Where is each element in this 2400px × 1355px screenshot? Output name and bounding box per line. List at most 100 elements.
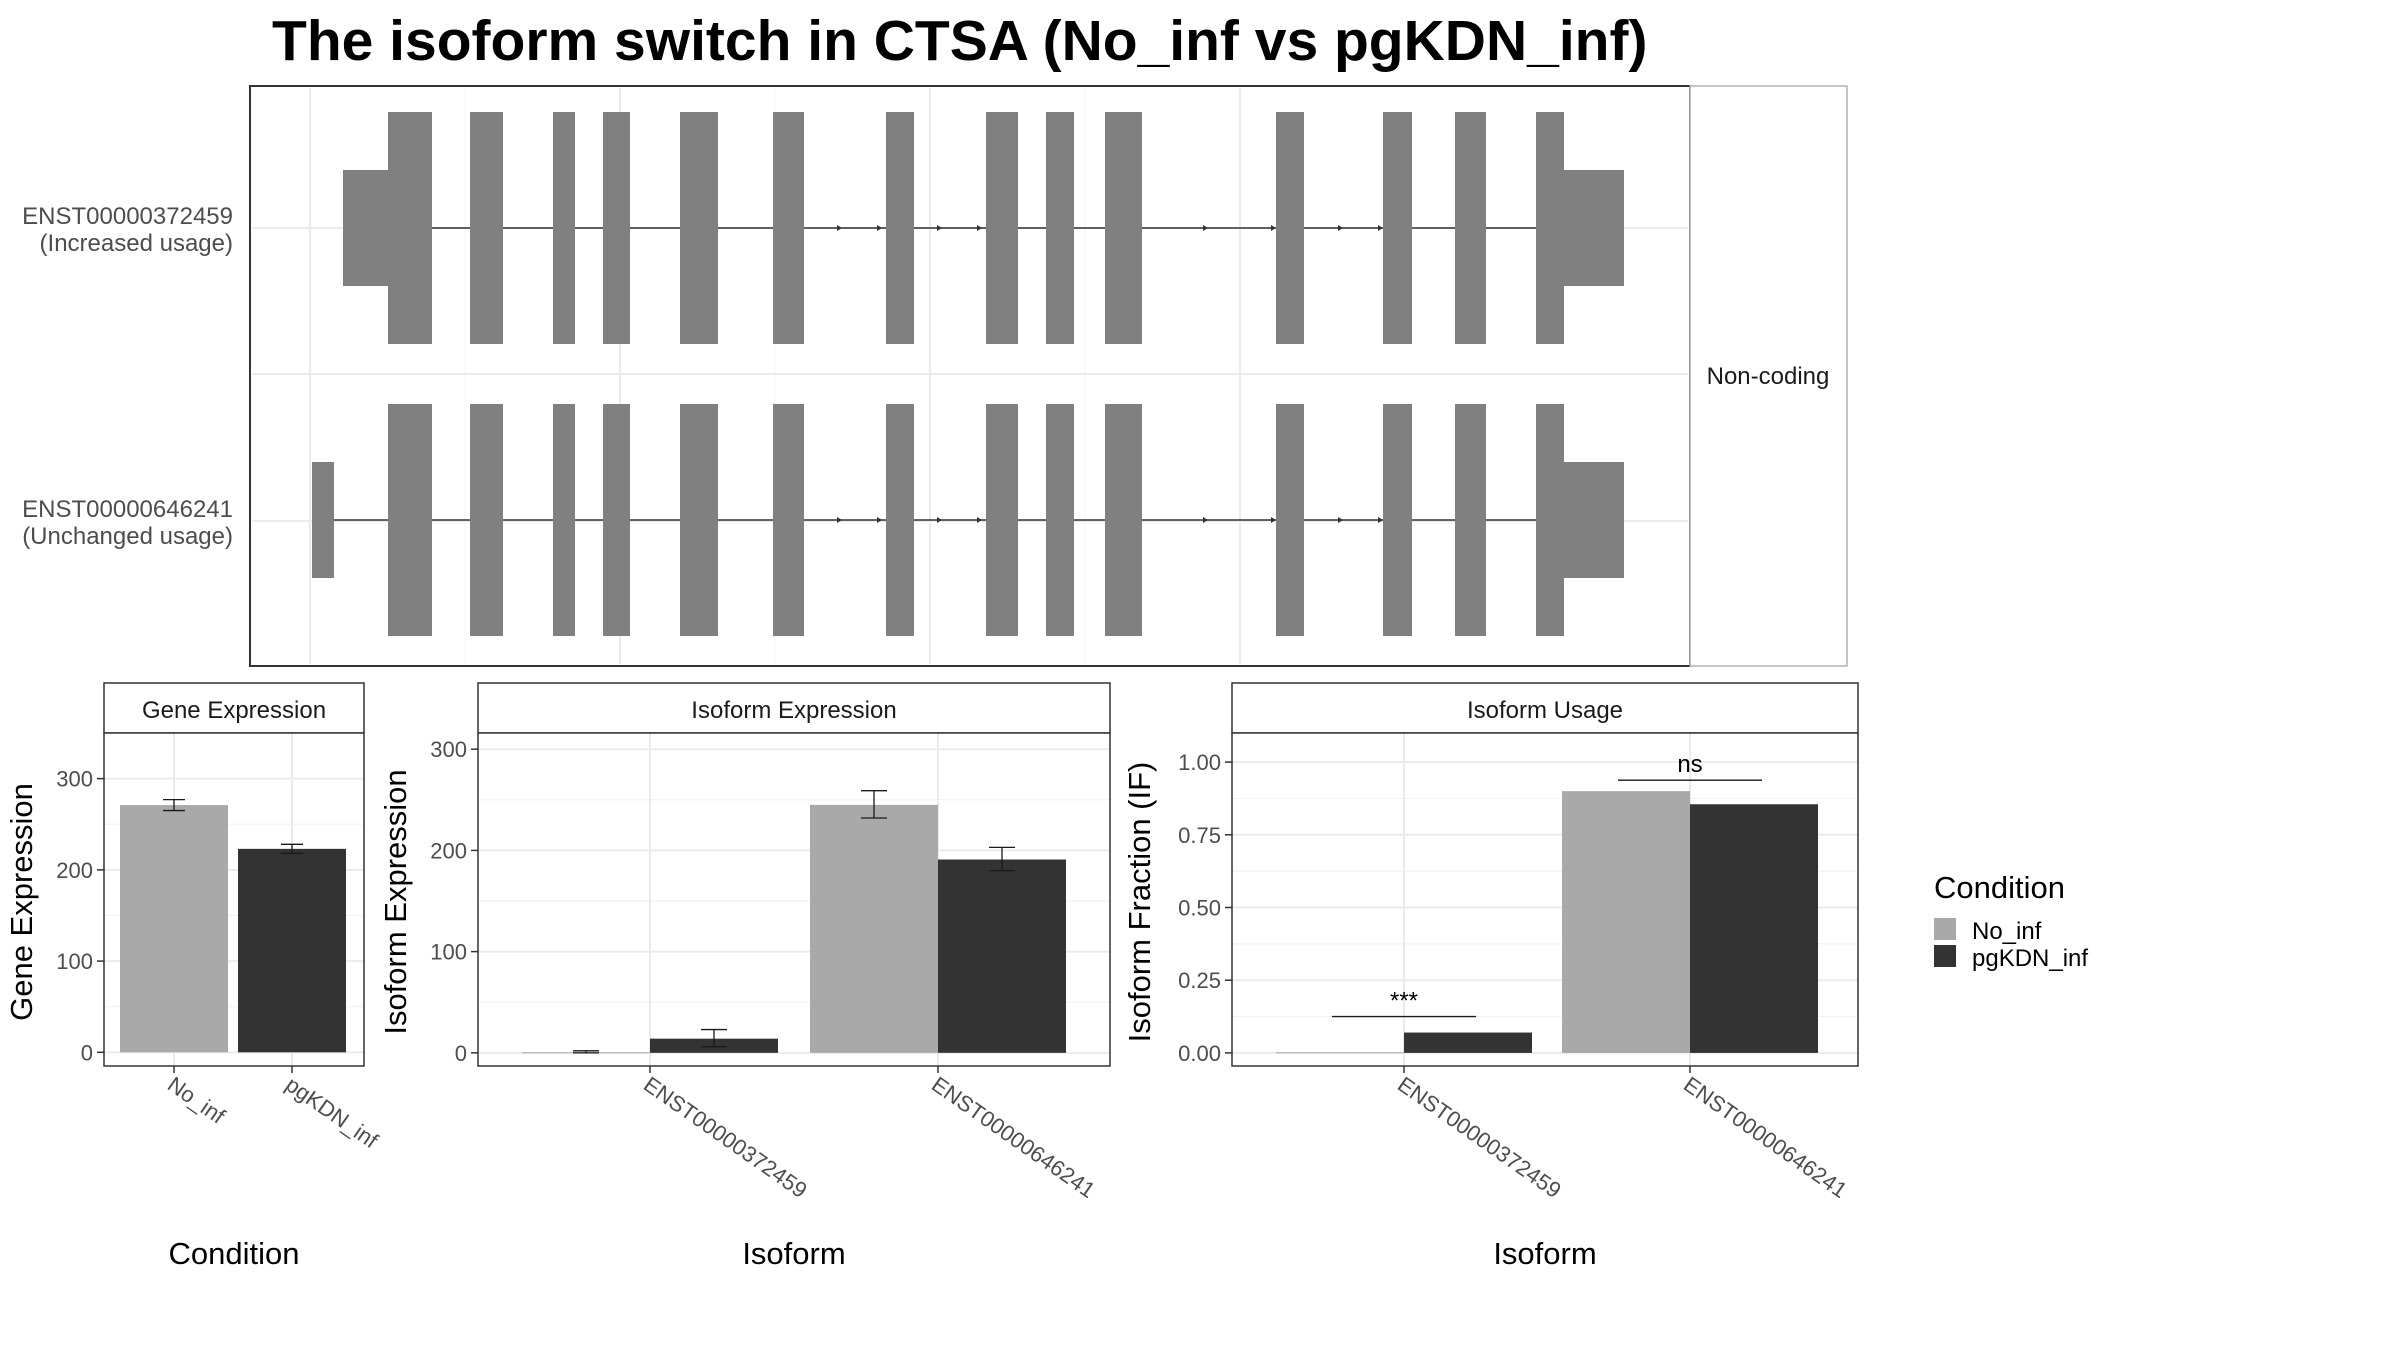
gene-expression-strip <box>103 682 365 734</box>
iso-usage-y-tick-label: 0.25 <box>1178 968 1221 993</box>
coding-exon <box>1383 112 1412 344</box>
iso-usage-bar-No_inf <box>1276 1052 1404 1054</box>
coding-exon <box>553 404 575 636</box>
iso-usage-x-tick-label: ENST00000646241 <box>1679 1072 1852 1203</box>
isoform-usage-plot: 0.00 0.25 0.50 0.75 1.00 ENST00000372459 ENST0… <box>1178 732 1859 1203</box>
utr-exon <box>1562 462 1624 578</box>
gene-expr-y-tick-label: 200 <box>56 858 93 883</box>
strand-arrow <box>837 225 842 231</box>
gene-expr-plot-border <box>103 732 365 1067</box>
strand-arrow <box>877 225 882 231</box>
strand-arrow <box>1338 225 1343 231</box>
coding-exon <box>773 404 804 636</box>
iso-usage-bar-pgKDN_inf <box>1404 1032 1532 1053</box>
iso-expr-y-tick-label: 0 <box>455 1041 467 1066</box>
transcript-label-1-id: ENST00000372459 <box>22 203 233 230</box>
iso-expr-x-tick-label: ENST00000646241 <box>927 1072 1100 1203</box>
iso-expr-bar-pgKDN_inf <box>938 859 1066 1053</box>
coding-exon <box>1046 404 1074 636</box>
isoform-usage-y-title: Isoform Fraction (IF) <box>1122 762 1157 1043</box>
iso-usage-y-tick-label: 0.00 <box>1178 1041 1221 1066</box>
isoform-expression-strip-label: Isoform Expression <box>691 697 896 724</box>
strand-arrow <box>937 225 942 231</box>
legend-swatch-no-inf <box>1934 918 1956 940</box>
transcript-model-2 <box>312 404 1624 636</box>
coding-exon <box>388 404 432 636</box>
coding-exon <box>1105 112 1142 344</box>
figure-title: The isoform switch in CTSA (No_inf vs pg… <box>272 9 1647 73</box>
transcript-label-2-usage: (Unchanged usage) <box>22 523 233 550</box>
gene-expression-panel: Gene Expression 0 100 200 300 No_inf pgKDN_in… <box>4 682 383 1271</box>
strand-arrow <box>837 517 842 523</box>
legend-label-no-inf: No_inf <box>1972 918 2042 945</box>
coding-exon <box>886 404 914 636</box>
iso-expr-y-tick-label: 100 <box>430 940 467 965</box>
iso-usage-significance-label: *** <box>1390 988 1418 1015</box>
strand-arrow <box>977 225 982 231</box>
iso-usage-y-tick-label: 0.75 <box>1178 823 1221 848</box>
coding-exon <box>603 112 630 344</box>
coding-exon <box>553 112 575 344</box>
isoform-expression-strip <box>477 682 1111 734</box>
coding-exon <box>470 404 503 636</box>
transcript-label-2-id: ENST00000646241 <box>22 496 233 523</box>
gene-expr-x-tick-label: pgKDN_inf <box>281 1072 383 1154</box>
transcript-structure-panel: Non-coding ENST00000372459 (Increased us… <box>22 85 1848 667</box>
iso-expr-y-tick-label: 300 <box>430 737 467 762</box>
coding-exon <box>886 112 914 344</box>
coding-exon <box>1383 404 1412 636</box>
coding-exon <box>603 404 630 636</box>
gene-expr-y-tick-label: 0 <box>81 1040 93 1065</box>
utr-exon <box>312 462 334 578</box>
strand-arrow <box>1203 517 1208 523</box>
gene-expr-bar-pgKDN_inf <box>238 848 346 1053</box>
isoform-usage-strip <box>1231 682 1859 734</box>
legend-title: Condition <box>1934 870 2065 905</box>
transcript-model-1 <box>343 112 1624 344</box>
transcript-label-1-usage: (Increased usage) <box>40 230 233 257</box>
gene-expr-y-tick-label: 100 <box>56 949 93 974</box>
gene-expr-bar-No_inf <box>120 805 228 1053</box>
coding-exon <box>1455 112 1486 344</box>
isoform-expression-plot: 0 100 200 300 ENST00000372459 ENST00000646241 <box>430 732 1111 1203</box>
isoform-expression-x-title: Isoform <box>742 1236 845 1271</box>
coding-exon <box>1046 112 1074 344</box>
strand-arrow <box>1338 517 1343 523</box>
coding-exon <box>680 404 718 636</box>
gene-expr-y-tick-label: 300 <box>56 767 93 792</box>
facet-strip-label: Non-coding <box>1707 363 1830 390</box>
utr-exon <box>1562 170 1624 286</box>
coding-exon <box>1536 404 1564 636</box>
iso-usage-x-tick-label: ENST00000372459 <box>1393 1072 1566 1203</box>
coding-exon <box>470 112 503 344</box>
gene-expression-plot: 0 100 200 300 No_inf pgKDN_inf <box>56 732 383 1154</box>
strand-arrow <box>1378 225 1383 231</box>
strand-arrow <box>1203 225 1208 231</box>
gene-expression-x-title: Condition <box>169 1236 300 1271</box>
strand-arrow <box>937 517 942 523</box>
coding-exon <box>1536 112 1564 344</box>
gene-expression-strip-label: Gene Expression <box>142 697 326 724</box>
coding-exon <box>1455 404 1486 636</box>
coding-exon <box>1276 404 1304 636</box>
facet-strip <box>1689 85 1848 667</box>
strand-arrow <box>977 517 982 523</box>
legend-label-pgkdn-inf: pgKDN_inf <box>1972 945 2088 972</box>
coding-exon <box>680 112 718 344</box>
iso-usage-plot-border <box>1231 732 1859 1067</box>
iso-expr-x-tick-label: ENST00000372459 <box>639 1072 812 1203</box>
iso-usage-bar-pgKDN_inf <box>1690 804 1818 1053</box>
utr-exon <box>343 170 388 286</box>
iso-expr-y-tick-label: 200 <box>430 838 467 863</box>
iso-usage-bar-No_inf <box>1562 791 1690 1053</box>
iso-usage-y-tick-label: 1.00 <box>1178 750 1221 775</box>
iso-expr-bar-No_inf <box>810 804 938 1053</box>
isoform-usage-strip-label: Isoform Usage <box>1467 697 1623 724</box>
coding-exon <box>1105 404 1142 636</box>
isoform-expression-y-title: Isoform Expression <box>378 769 413 1034</box>
strand-arrow <box>1378 517 1383 523</box>
isoform-usage-x-title: Isoform <box>1493 1236 1596 1271</box>
gene-expr-x-tick-label: No_inf <box>163 1072 230 1129</box>
